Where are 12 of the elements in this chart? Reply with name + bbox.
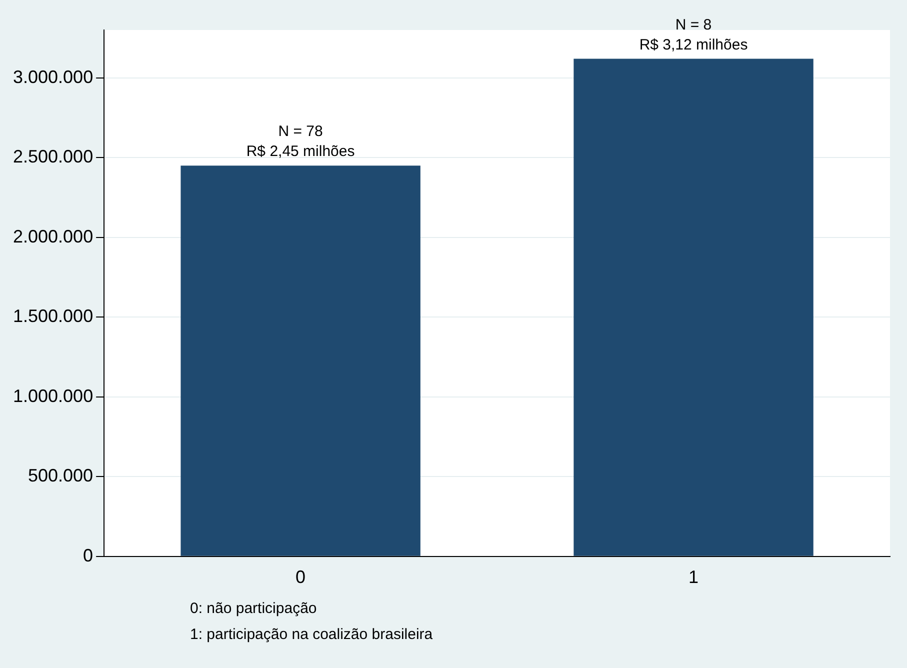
x-tick-label: 1: [688, 567, 699, 588]
y-tick-label: 2.000.000: [13, 226, 94, 246]
text: 0: não participação: [190, 599, 318, 619]
annotation: N = 78 R$ 2,45 milhões: [246, 123, 355, 160]
y-tick-label: 1.500.000: [13, 306, 94, 326]
y-tick-label: 3.000.000: [13, 66, 94, 87]
annotation: N = 8 R$ 3,12 milhões: [639, 16, 748, 54]
y-tick-label: 0: [83, 545, 94, 566]
y-tick-label: 1.000.000: [13, 386, 94, 406]
text: 1: participação na coalizão brasileira: [190, 625, 433, 645]
y-tick-label: 2.500.000: [13, 146, 94, 167]
y-tick-label: 500.000: [28, 466, 94, 486]
